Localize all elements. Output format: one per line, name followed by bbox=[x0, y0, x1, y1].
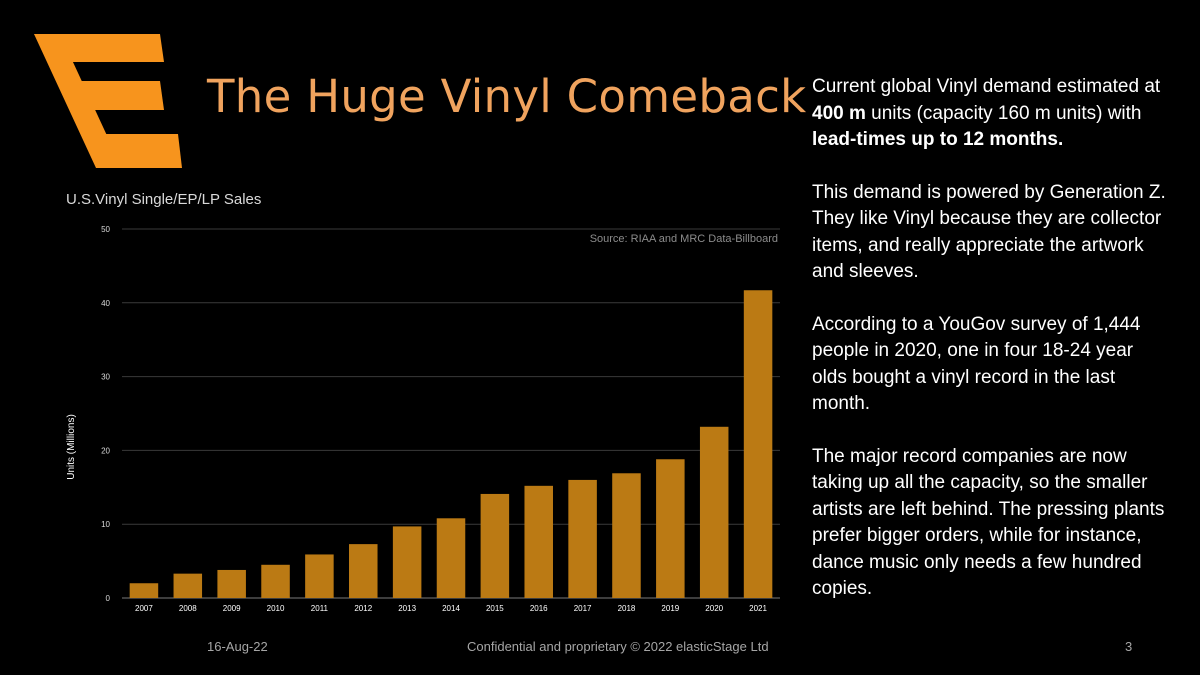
logo-spine bbox=[34, 34, 122, 168]
elasticstage-logo bbox=[34, 34, 182, 168]
x-tick-label: 2017 bbox=[574, 604, 592, 613]
bar-chart: 0 10 20 30 40 50 2007 2008 2009 2010 2011 2012 2013 2… bbox=[66, 225, 780, 613]
page-title: The Huge Vinyl Comeback bbox=[207, 70, 807, 123]
x-tick-label: 2013 bbox=[398, 604, 416, 613]
x-tick-label: 2021 bbox=[749, 604, 767, 613]
bar-2013 bbox=[392, 526, 422, 598]
bar-2009 bbox=[217, 569, 246, 598]
lead-times: lead-times up to 12 months. bbox=[812, 129, 1064, 150]
bar-2007 bbox=[129, 583, 159, 598]
bar-2021 bbox=[743, 290, 773, 598]
bar-2019 bbox=[656, 459, 685, 598]
x-tick-label: 2015 bbox=[486, 604, 504, 613]
y-tick-label: 10 bbox=[101, 520, 110, 529]
bar-2017 bbox=[568, 479, 597, 598]
y-tick-label: 50 bbox=[101, 225, 110, 234]
x-tick-label: 2007 bbox=[135, 604, 153, 613]
y-axis-label: Units (Millions) bbox=[66, 414, 77, 480]
chart-title: U.S.Vinyl Single/EP/LP Sales bbox=[66, 191, 262, 208]
bar-2016 bbox=[524, 485, 553, 598]
y-tick-label: 20 bbox=[101, 446, 110, 455]
x-tick-label: 2016 bbox=[530, 604, 548, 613]
bar-2018 bbox=[612, 473, 641, 598]
bar-2008 bbox=[173, 573, 203, 598]
bar-2020 bbox=[699, 426, 729, 598]
paragraph-yougov: According to a YouGov survey of 1,444 pe… bbox=[812, 313, 1141, 415]
paragraph-capacity: The major record companies are now takin… bbox=[812, 445, 1165, 600]
body-text: Current global Vinyl demand estimated at… bbox=[812, 74, 1172, 629]
demand-text-1: Current global Vinyl demand estimated at bbox=[812, 76, 1161, 97]
x-tick-label: 2011 bbox=[311, 604, 329, 613]
footer-confidential: Confidential and proprietary © 2022 elas… bbox=[467, 639, 769, 654]
footer-date: 16-Aug-22 bbox=[207, 639, 268, 654]
x-tick-label: 2019 bbox=[661, 604, 679, 613]
bar-2012 bbox=[349, 544, 378, 598]
bar-2015 bbox=[480, 493, 510, 598]
x-tick-label: 2018 bbox=[618, 604, 636, 613]
bar-2010 bbox=[261, 564, 290, 598]
x-tick-label: 2020 bbox=[705, 604, 723, 613]
bar-2014 bbox=[436, 518, 466, 598]
x-tick-label: 2010 bbox=[267, 604, 285, 613]
y-tick-label: 30 bbox=[101, 373, 110, 382]
paragraph-gen-z: This demand is powered by Generation Z. … bbox=[812, 181, 1166, 283]
page-number: 3 bbox=[1125, 639, 1133, 654]
bar-2011 bbox=[305, 554, 334, 598]
chart-source: Source: RIAA and MRC Data-Billboard bbox=[590, 233, 778, 245]
demand-text-2: units (capacity 160 m units) with bbox=[865, 102, 1142, 124]
x-tick-label: 2014 bbox=[442, 604, 460, 613]
y-tick-label: 40 bbox=[101, 299, 110, 308]
x-tick-label: 2009 bbox=[223, 604, 241, 613]
paragraph-demand: Current global Vinyl demand estimated at… bbox=[812, 74, 1172, 154]
demand-figure: 400 m bbox=[812, 102, 866, 124]
logo-middle-stroke bbox=[70, 81, 164, 110]
x-tick-label: 2008 bbox=[179, 604, 197, 613]
x-tick-label: 2012 bbox=[354, 604, 372, 613]
y-tick-label: 0 bbox=[106, 594, 111, 603]
